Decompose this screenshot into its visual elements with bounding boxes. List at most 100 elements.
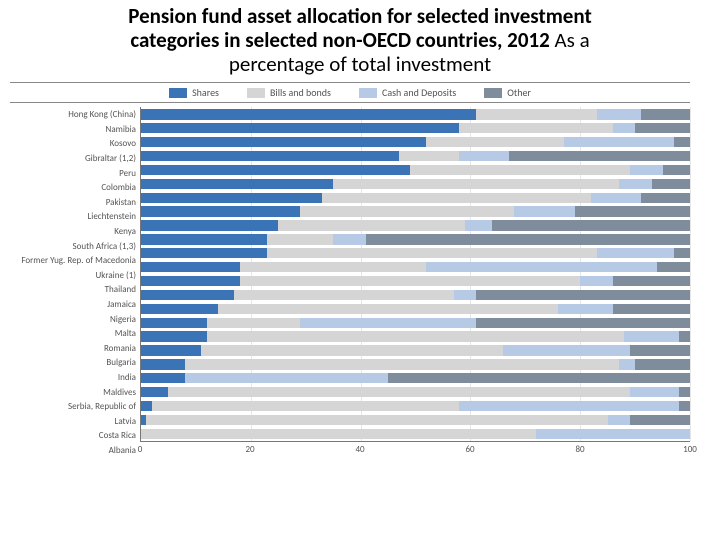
bar-segment bbox=[146, 415, 607, 425]
bar-segment bbox=[300, 318, 476, 328]
bars bbox=[141, 107, 690, 440]
country-label: Peru bbox=[10, 166, 136, 181]
stacked-bar bbox=[141, 290, 690, 300]
country-label: Thailand bbox=[10, 283, 136, 298]
bar-segment bbox=[185, 359, 619, 369]
bar-row bbox=[141, 260, 690, 274]
x-tick-label: 40 bbox=[355, 444, 364, 455]
bar-row bbox=[141, 121, 690, 135]
bar-row bbox=[141, 288, 690, 302]
country-label: South Africa (1,3) bbox=[10, 239, 136, 254]
bar-segment bbox=[141, 373, 185, 383]
legend-item: Other bbox=[484, 86, 531, 99]
bar-row bbox=[141, 135, 690, 149]
bar-segment bbox=[630, 415, 690, 425]
stacked-bar bbox=[141, 248, 690, 258]
stacked-bar bbox=[141, 318, 690, 328]
bar-segment bbox=[168, 387, 629, 397]
bar-segment bbox=[624, 331, 679, 341]
legend-swatch bbox=[359, 88, 377, 98]
bar-segment bbox=[201, 345, 503, 355]
stacked-bar bbox=[141, 234, 690, 244]
bar-row bbox=[141, 191, 690, 205]
bar-segment bbox=[141, 206, 300, 216]
country-label: Malta bbox=[10, 326, 136, 341]
bar-segment bbox=[240, 262, 427, 272]
title-line2: categories in selected non-OECD countrie… bbox=[130, 27, 554, 53]
legend-label: Other bbox=[507, 86, 531, 99]
bar-segment bbox=[141, 220, 278, 230]
stacked-bar bbox=[141, 165, 690, 175]
country-label: Kenya bbox=[10, 224, 136, 239]
bar-segment bbox=[679, 331, 690, 341]
bar-segment bbox=[492, 220, 690, 230]
bar-segment bbox=[234, 290, 454, 300]
country-label: India bbox=[10, 370, 136, 385]
bar-segment bbox=[300, 206, 514, 216]
stacked-bar bbox=[141, 206, 690, 216]
legend: SharesBills and bondsCash and DepositsOt… bbox=[10, 82, 690, 103]
bar-segment bbox=[152, 401, 459, 411]
stacked-bar bbox=[141, 276, 690, 286]
title-line3-light: percentage of total investment bbox=[229, 51, 491, 77]
country-label: Liechtenstein bbox=[10, 210, 136, 225]
bars-area bbox=[140, 107, 690, 441]
bar-row bbox=[141, 371, 690, 385]
bar-segment bbox=[141, 193, 322, 203]
bar-row bbox=[141, 385, 690, 399]
bar-segment bbox=[141, 248, 267, 258]
bar-segment bbox=[454, 290, 476, 300]
country-label: Romania bbox=[10, 341, 136, 356]
title-line1: Pension fund asset allocation for select… bbox=[128, 3, 592, 29]
plot-area: Hong Kong (China)NamibiaKosovoGibraltar … bbox=[10, 107, 690, 457]
y-axis-labels: Hong Kong (China)NamibiaKosovoGibraltar … bbox=[10, 107, 140, 457]
bar-segment bbox=[630, 345, 690, 355]
bar-segment bbox=[674, 137, 690, 147]
bar-segment bbox=[635, 123, 690, 133]
stacked-bar bbox=[141, 429, 690, 439]
x-tick-label: 80 bbox=[575, 444, 584, 455]
bar-row bbox=[141, 413, 690, 427]
bar-segment bbox=[333, 234, 366, 244]
bar-segment bbox=[679, 387, 690, 397]
bar-segment bbox=[207, 331, 624, 341]
legend-label: Cash and Deposits bbox=[382, 86, 456, 99]
bar-segment bbox=[141, 123, 459, 133]
bar-segment bbox=[267, 234, 333, 244]
bar-segment bbox=[207, 318, 300, 328]
bar-segment bbox=[597, 248, 674, 258]
bar-segment bbox=[366, 234, 690, 244]
bar-segment bbox=[613, 276, 690, 286]
legend-item: Shares bbox=[169, 86, 219, 99]
bar-segment bbox=[141, 304, 218, 314]
x-axis: 020406080100 bbox=[140, 442, 690, 458]
bar-segment bbox=[141, 345, 201, 355]
bar-segment bbox=[141, 429, 536, 439]
bar-segment bbox=[536, 429, 690, 439]
stacked-bar bbox=[141, 415, 690, 425]
country-label: Colombia bbox=[10, 180, 136, 195]
stacked-bar bbox=[141, 193, 690, 203]
bar-segment bbox=[333, 179, 618, 189]
bar-segment bbox=[141, 331, 207, 341]
bar-segment bbox=[141, 234, 267, 244]
bar-segment bbox=[459, 401, 679, 411]
x-tick-label: 0 bbox=[138, 444, 143, 455]
bar-segment bbox=[141, 318, 207, 328]
x-tick-label: 20 bbox=[245, 444, 254, 455]
gridline bbox=[690, 107, 691, 440]
bar-segment bbox=[509, 151, 690, 161]
bar-segment bbox=[278, 220, 465, 230]
bar-segment bbox=[218, 304, 558, 314]
bar-segment bbox=[514, 206, 574, 216]
bar-segment bbox=[322, 193, 591, 203]
country-label: Jamaica bbox=[10, 297, 136, 312]
bar-segment bbox=[388, 373, 690, 383]
x-tick-label: 100 bbox=[683, 444, 697, 455]
stacked-bar bbox=[141, 137, 690, 147]
stacked-bar bbox=[141, 331, 690, 341]
bar-segment bbox=[459, 123, 613, 133]
stacked-bar bbox=[141, 123, 690, 133]
x-tick-label: 60 bbox=[465, 444, 474, 455]
country-label: Latvia bbox=[10, 414, 136, 429]
